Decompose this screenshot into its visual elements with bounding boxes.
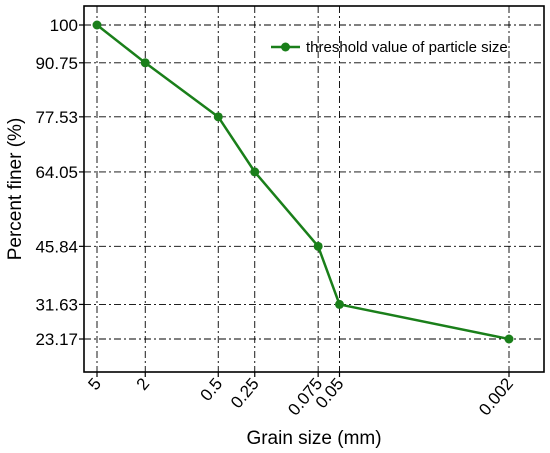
y-ticks: 100 90.75 77.53 64.05 45.84 31.63 23.17 <box>35 16 84 349</box>
legend-label: threshold value of particle size <box>306 39 508 56</box>
y-tick-label: 77.53 <box>35 108 78 127</box>
y-tick-label: 31.63 <box>35 295 78 314</box>
data-point <box>504 334 514 344</box>
x-tick-label: 0.25 <box>227 374 263 412</box>
y-tick-label: 90.75 <box>35 54 78 73</box>
data-point <box>334 299 344 309</box>
y-tick-label: 45.84 <box>35 237 78 256</box>
grid <box>84 6 544 372</box>
x-tick-label: 5 <box>84 374 105 393</box>
data-point <box>213 112 223 122</box>
x-tick-label: 0.5 <box>197 374 227 404</box>
data-point <box>140 58 150 68</box>
data-point <box>250 167 260 177</box>
legend: threshold value of particle size <box>271 39 508 56</box>
y-tick-label: 23.17 <box>35 330 78 349</box>
x-tick-label: 2 <box>133 374 154 393</box>
legend-swatch-marker <box>281 42 290 52</box>
x-tick-label: 0.002 <box>475 374 517 419</box>
series-group <box>92 20 514 344</box>
plot-frame <box>83 5 545 373</box>
series-line <box>96 24 510 341</box>
data-point <box>92 20 102 30</box>
x-axis-title: Grain size (mm) <box>246 428 381 449</box>
y-axis-title: Percent finer (%) <box>5 118 26 261</box>
y-tick-label: 64.05 <box>35 163 78 182</box>
y-tick-label: 100 <box>50 16 78 35</box>
data-point <box>313 241 323 251</box>
